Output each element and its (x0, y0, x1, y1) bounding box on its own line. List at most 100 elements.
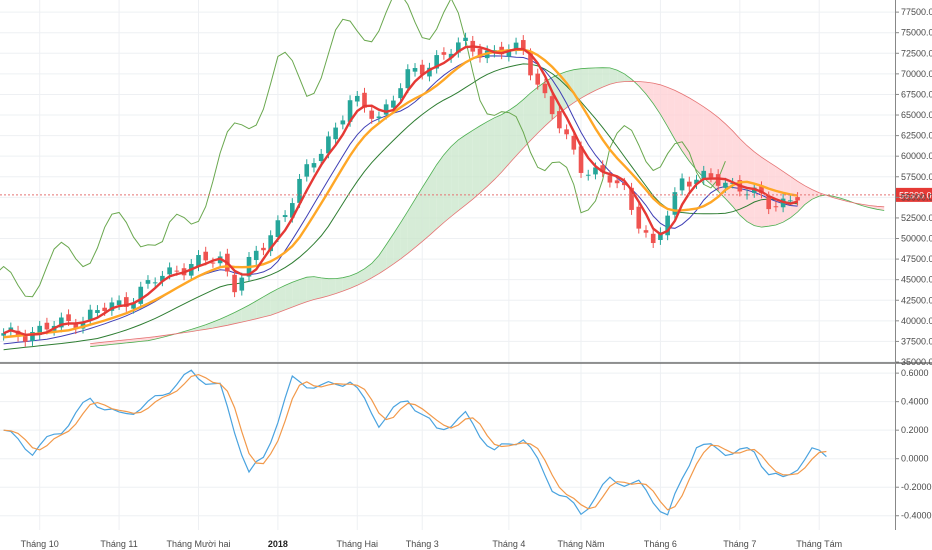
ichimoku-cloud-segment (422, 176, 430, 242)
ichimoku-cloud-segment (321, 277, 329, 298)
grid-layer (0, 0, 932, 530)
ichimoku-cloud-segment (761, 157, 769, 228)
candle-body (614, 180, 620, 184)
candle-body (520, 40, 526, 51)
candle-body (636, 206, 642, 229)
candle-body (665, 215, 670, 236)
candle-body (59, 317, 64, 328)
ichimoku-cloud-segment (263, 292, 271, 318)
candle-body (152, 282, 158, 284)
ichimoku-cloud-segment (472, 125, 480, 200)
candle-body (297, 178, 302, 203)
ichimoku-cloud-segment (696, 102, 704, 178)
candle-body (744, 194, 750, 196)
candle-body (427, 67, 432, 77)
price-tick-label: 57500.0 (901, 172, 932, 182)
price-tick-label: 45000.0 (901, 275, 932, 285)
candle-body (766, 196, 771, 210)
candle-body (578, 146, 584, 173)
ichimoku-cloud-segment (739, 138, 748, 222)
ichimoku-cloud-segment (443, 146, 452, 223)
ichimoku-cloud-segment (537, 81, 545, 134)
candle-body (788, 200, 793, 202)
ichimoku-cloud-segment (393, 222, 401, 265)
candle-body (167, 267, 172, 275)
price-tick-label: 60000.0 (901, 151, 932, 161)
ichimoku-cloud-segment (783, 171, 791, 223)
ichimoku-cloud-segment (299, 277, 307, 305)
last-price-badge (896, 187, 932, 202)
price-tick-label: 75000.0 (901, 28, 932, 38)
candle-body (1, 333, 6, 336)
price-tick-label: 67500.0 (901, 89, 932, 99)
candle-body (174, 270, 180, 272)
ichimoku-cloud-segment (523, 93, 531, 149)
candle-body (340, 120, 346, 125)
candle-body (383, 104, 389, 115)
price-tick-label: 50000.0 (901, 234, 932, 244)
candle-body (369, 110, 375, 119)
candle-body (376, 116, 382, 119)
date-tick-label: Tháng Mười hai (167, 539, 231, 549)
ichimoku-cloud-segment (710, 111, 719, 192)
ichimoku-cloud-segment (378, 244, 387, 274)
candle-body (160, 275, 165, 282)
candle-body (419, 64, 425, 75)
ichimoku-cloud-segment (227, 312, 235, 326)
date-tick-label: Tháng 11 (100, 539, 137, 549)
ichimoku-cloud-segment (465, 130, 473, 206)
osc-tick-label: 0.6000 (901, 368, 929, 378)
ichimoku-cloud-segment (415, 187, 423, 248)
ichimoku-cloud-segment (667, 87, 675, 140)
oscillator-signal-line (3, 373, 827, 511)
candle-body (87, 309, 93, 320)
ichimoku-cloud-segment (638, 81, 646, 95)
price-tick-label: 52500.0 (901, 213, 932, 223)
candle-body (585, 174, 591, 176)
ichimoku-cloud-segment (429, 164, 437, 236)
candle-body (513, 42, 519, 50)
ichimoku-cloud-segment (674, 90, 683, 152)
ichimoku-cloud-segment (292, 279, 300, 308)
candle-body (672, 192, 678, 215)
ichimoku-cloud-segment (451, 139, 459, 217)
ichimoku-cloud-segment (609, 67, 618, 85)
ichimoku-cloud-segment (602, 67, 610, 88)
axis-layer: 55300.0 77500.0 75000.0 72500.0 70000.0 67500… (21, 7, 932, 549)
ichimoku-cloud-segment (205, 322, 213, 330)
ichimoku-cloud-segment (400, 211, 408, 259)
candle-body (131, 302, 136, 309)
candle-body (268, 235, 273, 252)
ichimoku-cloud-segment (595, 67, 603, 91)
ichimoku-cloud-segment (588, 67, 596, 95)
candle-body (22, 334, 28, 342)
candle-body (239, 277, 245, 291)
candle-body (715, 174, 721, 186)
ichimoku-cloud-segment (335, 277, 343, 294)
candle-body (196, 255, 201, 267)
tenkan-sen-line (3, 55, 798, 345)
candle-body (66, 314, 71, 322)
ichimoku-cloud-segment (306, 276, 314, 302)
ichimoku-cloud-segment (97, 342, 105, 346)
ichimoku-cloud-segment (501, 110, 509, 173)
ichimoku-cloud-segment (703, 106, 711, 185)
candle-body (333, 127, 338, 140)
senkou-span-b-line (90, 80, 885, 344)
candle-body (542, 83, 548, 94)
osc-tick-label: 0.0000 (901, 454, 929, 464)
ichimoku-cloud-segment (775, 166, 784, 226)
date-tick-label: 2018 (268, 539, 288, 549)
price-tick-label: 65000.0 (901, 110, 932, 120)
ichimoku-cloud-segment (797, 181, 805, 213)
candle-body (73, 323, 79, 330)
ichimoku-cloud-segment (126, 339, 134, 343)
price-pane (0, 0, 895, 351)
candle-body (795, 197, 800, 201)
candle-body (44, 322, 50, 330)
candle-body (95, 310, 100, 313)
candle-body (311, 163, 317, 168)
ichimoku-cloud-segment (768, 161, 776, 227)
date-tick-label: Tháng 7 (723, 539, 756, 549)
ichimoku-cloud-segment (645, 82, 654, 104)
